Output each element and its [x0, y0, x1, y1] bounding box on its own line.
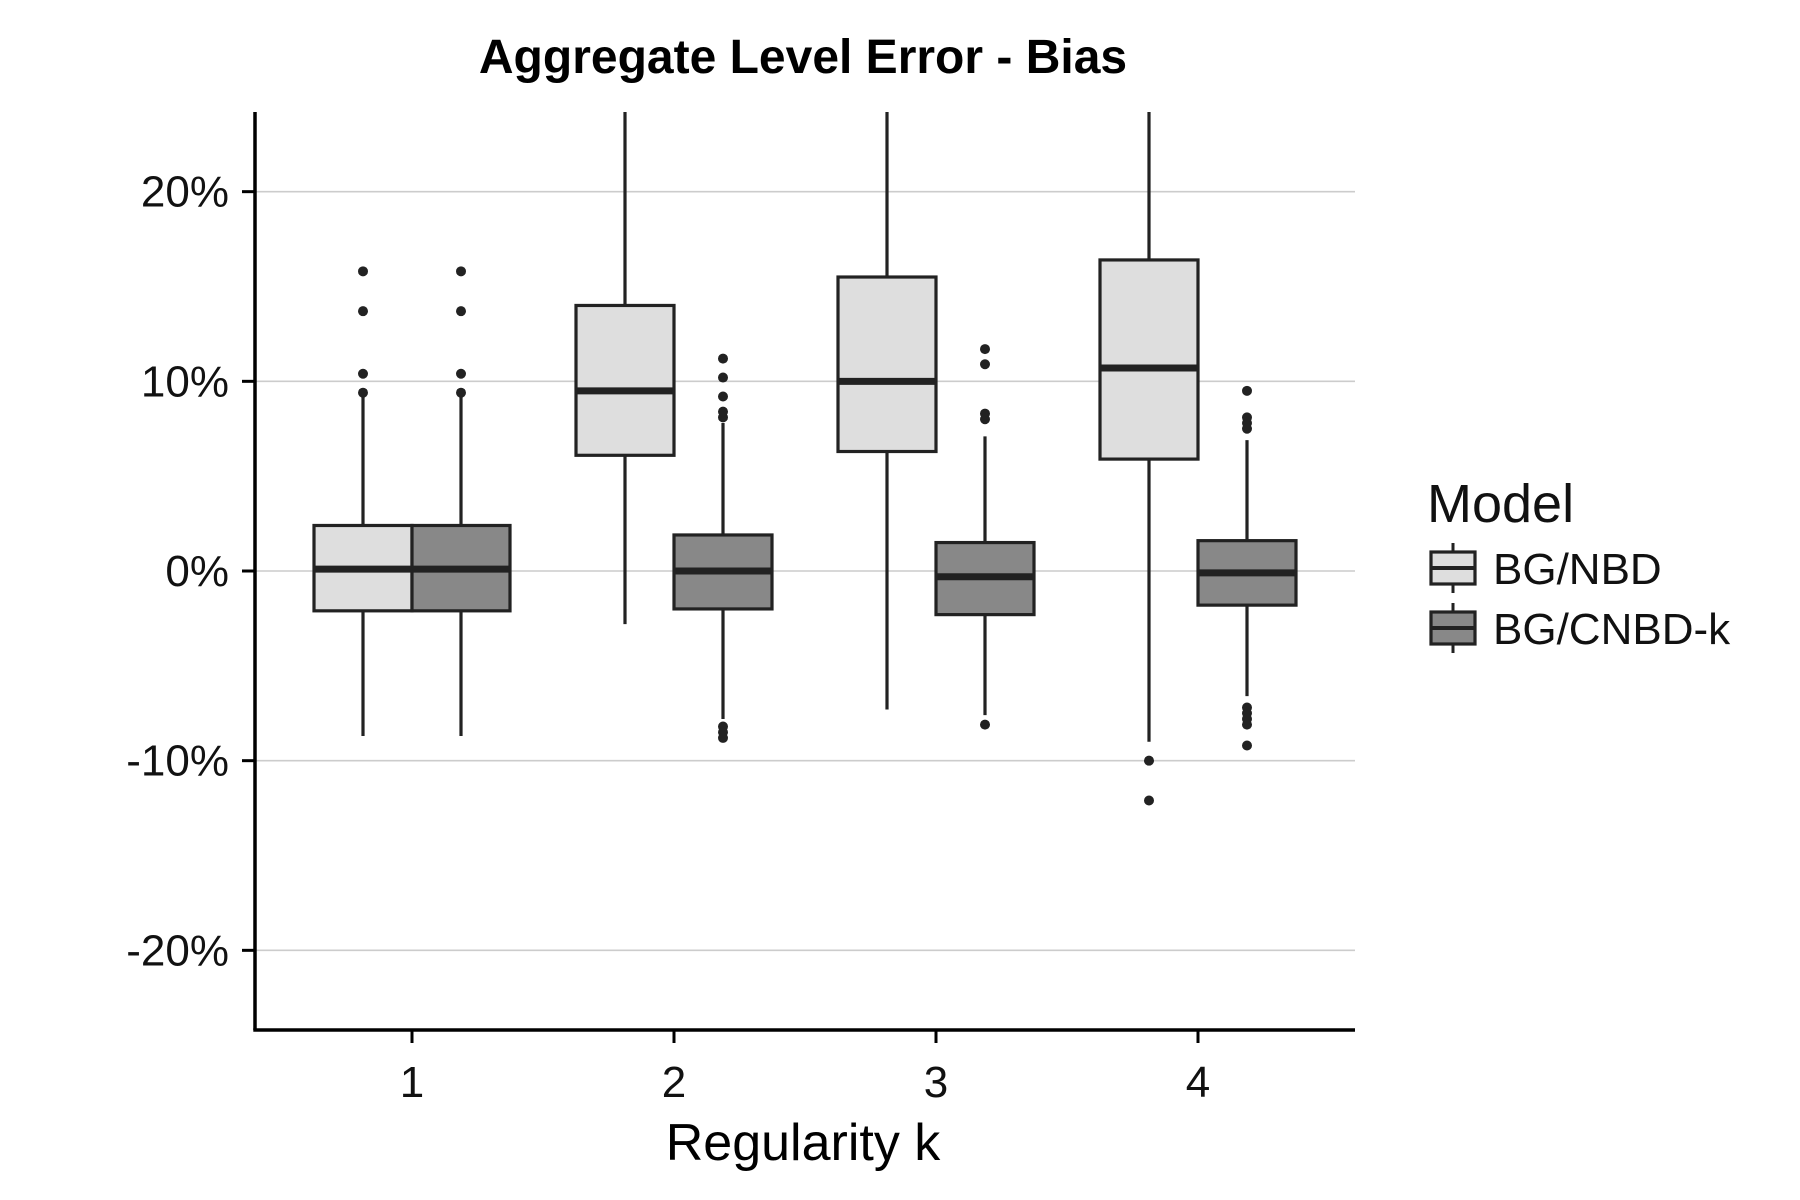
- legend-item-bg-nbd: BG/NBD: [1429, 543, 1662, 594]
- outlier-point: [456, 368, 466, 379]
- series-bg-cnbd-k: [410, 266, 1298, 751]
- chart-title: Aggregate Level Error - Bias: [479, 31, 1127, 84]
- boxplot-bg-nbd-k3: [836, 112, 938, 710]
- outlier-point: [456, 266, 466, 277]
- x-tick-label: 4: [1186, 1058, 1210, 1107]
- y-tick-label: -20%: [126, 926, 229, 975]
- outlier-point: [1242, 740, 1252, 751]
- boxplots: [312, 112, 1298, 806]
- x-tick-label: 1: [400, 1058, 424, 1107]
- boxplot-bg-cnbd-k-k4: [1196, 385, 1298, 751]
- y-tick-label: 20%: [141, 168, 229, 217]
- legend-label: BG/CNBD-k: [1493, 605, 1731, 654]
- outlier-point: [718, 372, 728, 383]
- legend-label: BG/NBD: [1493, 545, 1662, 594]
- legend-title: Model: [1427, 474, 1574, 534]
- outlier-point: [358, 387, 368, 398]
- outlier-point: [718, 406, 728, 417]
- outlier-point: [718, 732, 728, 743]
- box: [1098, 258, 1200, 461]
- outlier-point: [980, 359, 990, 370]
- x-tick-label: 2: [662, 1058, 686, 1107]
- series-bg-nbd: [312, 112, 1200, 806]
- x-axis-title: Regularity k: [666, 1114, 942, 1172]
- outlier-point: [1242, 385, 1252, 396]
- boxplot-bg-cnbd-k-k1: [410, 266, 512, 737]
- legend-items: BG/NBD BG/CNBD-k: [1429, 543, 1731, 654]
- outlier-point: [358, 266, 368, 277]
- box: [836, 275, 938, 454]
- outlier-point: [1144, 795, 1154, 806]
- outlier-point: [358, 368, 368, 379]
- outlier-point: [456, 306, 466, 317]
- outlier-point: [718, 353, 728, 364]
- boxplot-bg-nbd-k4: [1098, 112, 1200, 806]
- outlier-point: [1242, 719, 1252, 730]
- boxplot-bg-cnbd-k-k2: [672, 353, 774, 743]
- outlier-point: [980, 719, 990, 730]
- outlier-point: [980, 408, 990, 419]
- boxplot-bg-nbd-k2: [574, 112, 676, 625]
- outlier-point: [1144, 755, 1154, 766]
- outlier-point: [1242, 412, 1252, 423]
- boxplot-bg-cnbd-k-k3: [934, 344, 1036, 730]
- legend-item-bg-cnbd-k: BG/CNBD-k: [1429, 603, 1731, 654]
- boxplot-bg-nbd-k1: [312, 266, 414, 737]
- x-tick-label: 3: [924, 1058, 948, 1107]
- axes: -20% -10% 0% 10% 20% 1 2 3 4: [126, 112, 1355, 1107]
- y-tick-label: -10%: [126, 737, 229, 786]
- y-tick-label: 10%: [141, 357, 229, 406]
- legend: Model BG/NBD BG/CNBD-k: [1427, 474, 1731, 654]
- outlier-point: [456, 387, 466, 398]
- outlier-point: [718, 391, 728, 402]
- outlier-point: [358, 306, 368, 317]
- y-tick-label: 0%: [165, 547, 229, 596]
- outlier-point: [980, 344, 990, 355]
- box: [574, 303, 676, 457]
